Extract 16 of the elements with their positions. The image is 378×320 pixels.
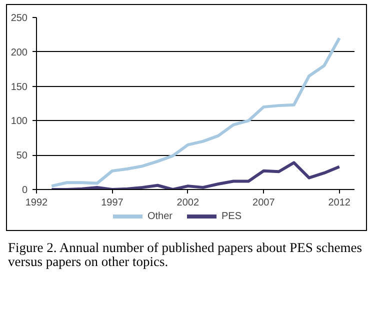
y-tick-label: 100 bbox=[10, 116, 28, 128]
line-series bbox=[50, 161, 341, 190]
x-tick-label: 2012 bbox=[328, 198, 351, 208]
legend-label: PES bbox=[221, 210, 242, 222]
line-series bbox=[50, 36, 341, 188]
y-tick-label: 0 bbox=[22, 185, 28, 196]
y-tick-label: 250 bbox=[10, 13, 28, 24]
y-tick-label: 200 bbox=[10, 47, 28, 58]
legend-label: Other bbox=[147, 210, 172, 222]
x-tick-label: 2002 bbox=[176, 198, 200, 208]
y-tick-label: 150 bbox=[10, 82, 28, 93]
x-tick-label: 2007 bbox=[252, 198, 276, 208]
x-tick-label: 1992 bbox=[25, 198, 48, 208]
x-tick-label: 1997 bbox=[101, 198, 124, 208]
caption: Figure 2. Annual number of published papers about PES schemes versus papers on other topics. bbox=[8, 240, 363, 270]
y-tick-label: 50 bbox=[16, 150, 28, 162]
